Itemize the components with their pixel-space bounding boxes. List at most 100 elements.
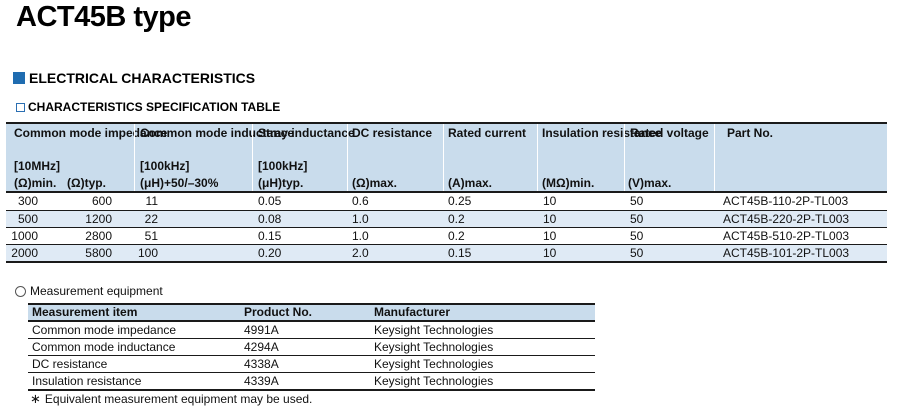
- measurement-equipment-text: Measurement equipment: [30, 284, 163, 298]
- unit-dc-resistance: (Ω)max.: [352, 176, 397, 190]
- cell-inductance: 100: [137, 246, 158, 260]
- cell-rated-current: 0.2: [448, 229, 465, 243]
- measurement-row: DC resistance 4338A Keysight Technologie…: [28, 355, 595, 372]
- measurement-table-header: Measurement item Product No. Manufacture…: [28, 305, 595, 321]
- cell-insulation-resistance: 10: [543, 246, 557, 260]
- cell-insulation-resistance: 10: [543, 194, 557, 208]
- cell-rated-voltage: 50: [630, 246, 644, 260]
- cell-rated-voltage: 50: [630, 229, 644, 243]
- header-group-separator: [347, 124, 348, 191]
- filled-square-bullet-icon: [13, 72, 25, 84]
- unit-impedance-typ: (Ω)typ.: [67, 176, 106, 190]
- cell-insulation-resistance: 10: [543, 212, 557, 226]
- freq-impedance: [10MHz]: [14, 159, 61, 173]
- col-group-common-mode-inductance: Common mode inductance: [140, 126, 295, 140]
- unit-rated-voltage: (V)max.: [628, 176, 672, 190]
- cell-impedance-typ: 5800: [85, 246, 112, 260]
- cell-dc-resistance: 1.0: [352, 229, 369, 243]
- cell-measurement-item: Common mode inductance: [32, 340, 176, 354]
- section-electrical-characteristics: ELECTRICAL CHARACTERISTICS: [13, 70, 255, 86]
- spec-table-row: 1000 2800 51 0.15 1.0 0.2 10 50 ACT45B-5…: [6, 227, 887, 244]
- cell-impedance-typ: 1200: [85, 212, 112, 226]
- header-group-separator: [624, 124, 625, 191]
- measurement-table: Measurement item Product No. Manufacture…: [28, 303, 595, 391]
- cell-inductance: 51: [144, 229, 158, 243]
- header-group-separator: [443, 124, 444, 191]
- section-heading-label: ELECTRICAL CHARACTERISTICS: [29, 70, 256, 86]
- col-manufacturer: Manufacturer: [374, 305, 451, 319]
- cell-impedance-typ: 2800: [85, 229, 112, 243]
- col-group-stray-inductance: Stray inductance: [258, 126, 355, 140]
- cell-dc-resistance: 1.0: [352, 212, 369, 226]
- page-title: ACT45B type: [16, 1, 192, 33]
- cell-stray-inductance: 0.05: [258, 194, 282, 208]
- spec-table: Common mode impedance Common mode induct…: [6, 122, 887, 263]
- section-spec-table-heading: CHARACTERISTICS SPECIFICATION TABLE: [16, 100, 280, 114]
- header-group-separator: [134, 124, 135, 191]
- cell-rated-current: 0.2: [448, 212, 465, 226]
- spec-table-header: Common mode impedance Common mode induct…: [6, 124, 887, 193]
- cell-measurement-item: DC resistance: [32, 357, 108, 371]
- cell-impedance-min: 2000: [11, 246, 38, 260]
- cell-manufacturer: Keysight Technologies: [374, 323, 494, 337]
- measurement-row: Common mode impedance 4991A Keysight Tec…: [28, 321, 595, 338]
- cell-rated-current: 0.15: [448, 246, 472, 260]
- cell-insulation-resistance: 10: [543, 229, 557, 243]
- spec-table-row: 500 1200 22 0.08 1.0 0.2 10 50 ACT45B-22…: [6, 210, 887, 227]
- circle-bullet-icon: [15, 285, 26, 297]
- outlined-square-bullet-icon: [16, 102, 25, 112]
- cell-dc-resistance: 0.6: [352, 194, 369, 208]
- spec-table-row: 2000 5800 100 0.20 2.0 0.15 10 50 ACT45B…: [6, 244, 887, 261]
- cell-product-no: 4294A: [244, 340, 279, 354]
- unit-stray-inductance: (μH)typ.: [258, 176, 304, 190]
- col-group-insulation-resistance: Insulation resistance: [542, 126, 662, 140]
- cell-rated-voltage: 50: [630, 194, 644, 208]
- cell-product-no: 4338A: [244, 357, 279, 371]
- unit-rated-current: (A)max.: [448, 176, 493, 190]
- measurement-row: Common mode inductance 4294A Keysight Te…: [28, 338, 595, 355]
- cell-part-no: ACT45B-110-2P-TL003: [723, 194, 849, 208]
- col-group-common-mode-impedance: Common mode impedance: [14, 126, 168, 140]
- cell-measurement-item: Common mode impedance: [32, 323, 177, 337]
- freq-inductance: [100kHz]: [140, 159, 190, 173]
- cell-rated-current: 0.25: [448, 194, 472, 208]
- cell-part-no: ACT45B-510-2P-TL003: [723, 229, 850, 243]
- cell-stray-inductance: 0.20: [258, 246, 282, 260]
- asterisk-mark-icon: ∗: [30, 391, 41, 406]
- cell-rated-voltage: 50: [630, 212, 644, 226]
- cell-measurement-item: Insulation resistance: [32, 374, 142, 388]
- cell-impedance-min: 1000: [11, 229, 38, 243]
- cell-manufacturer: Keysight Technologies: [374, 374, 494, 388]
- header-group-separator: [714, 124, 715, 191]
- header-group-separator: [537, 124, 538, 191]
- cell-stray-inductance: 0.15: [258, 229, 282, 243]
- cell-stray-inductance: 0.08: [258, 212, 282, 226]
- equipment-footnote: ∗ Equivalent measurement equipment may be…: [30, 391, 312, 407]
- cell-product-no: 4339A: [244, 374, 279, 388]
- cell-manufacturer: Keysight Technologies: [374, 340, 494, 354]
- cell-part-no: ACT45B-220-2P-TL003: [723, 212, 850, 226]
- spec-table-body: 300 600 11 0.05 0.6 0.25 10 50 ACT45B-11…: [6, 193, 887, 261]
- sub-heading-label: CHARACTERISTICS SPECIFICATION TABLE: [28, 100, 281, 114]
- header-group-separator: [252, 124, 253, 191]
- footnote-text: Equivalent measurement equipment may be …: [44, 392, 313, 406]
- unit-part-no-empty: [714, 174, 887, 191]
- cell-product-no: 4991A: [244, 323, 279, 337]
- cell-part-no: ACT45B-101-2P-TL003: [723, 246, 850, 260]
- cell-impedance-min: 500: [17, 212, 38, 226]
- col-group-rated-voltage: Rated voltage: [630, 126, 709, 140]
- cell-dc-resistance: 2.0: [352, 246, 369, 260]
- col-group-dc-resistance: DC resistance: [352, 126, 433, 140]
- unit-impedance-min: (Ω)min.: [14, 176, 57, 190]
- cell-impedance-min: 300: [17, 194, 38, 208]
- unit-insulation-resistance: (MΩ)min.: [542, 176, 595, 190]
- cell-impedance-typ: 600: [91, 194, 112, 208]
- col-group-part-no: Part No.: [727, 126, 774, 140]
- cell-inductance: 11: [145, 194, 158, 208]
- cell-inductance: 22: [144, 212, 158, 226]
- col-group-rated-current: Rated current: [448, 126, 527, 140]
- measurement-equipment-label: Measurement equipment: [15, 284, 163, 298]
- unit-inductance: (μH)+50/–30%: [140, 176, 219, 190]
- spec-table-row: 300 600 11 0.05 0.6 0.25 10 50 ACT45B-11…: [6, 193, 887, 210]
- col-measurement-item: Measurement item: [32, 305, 138, 319]
